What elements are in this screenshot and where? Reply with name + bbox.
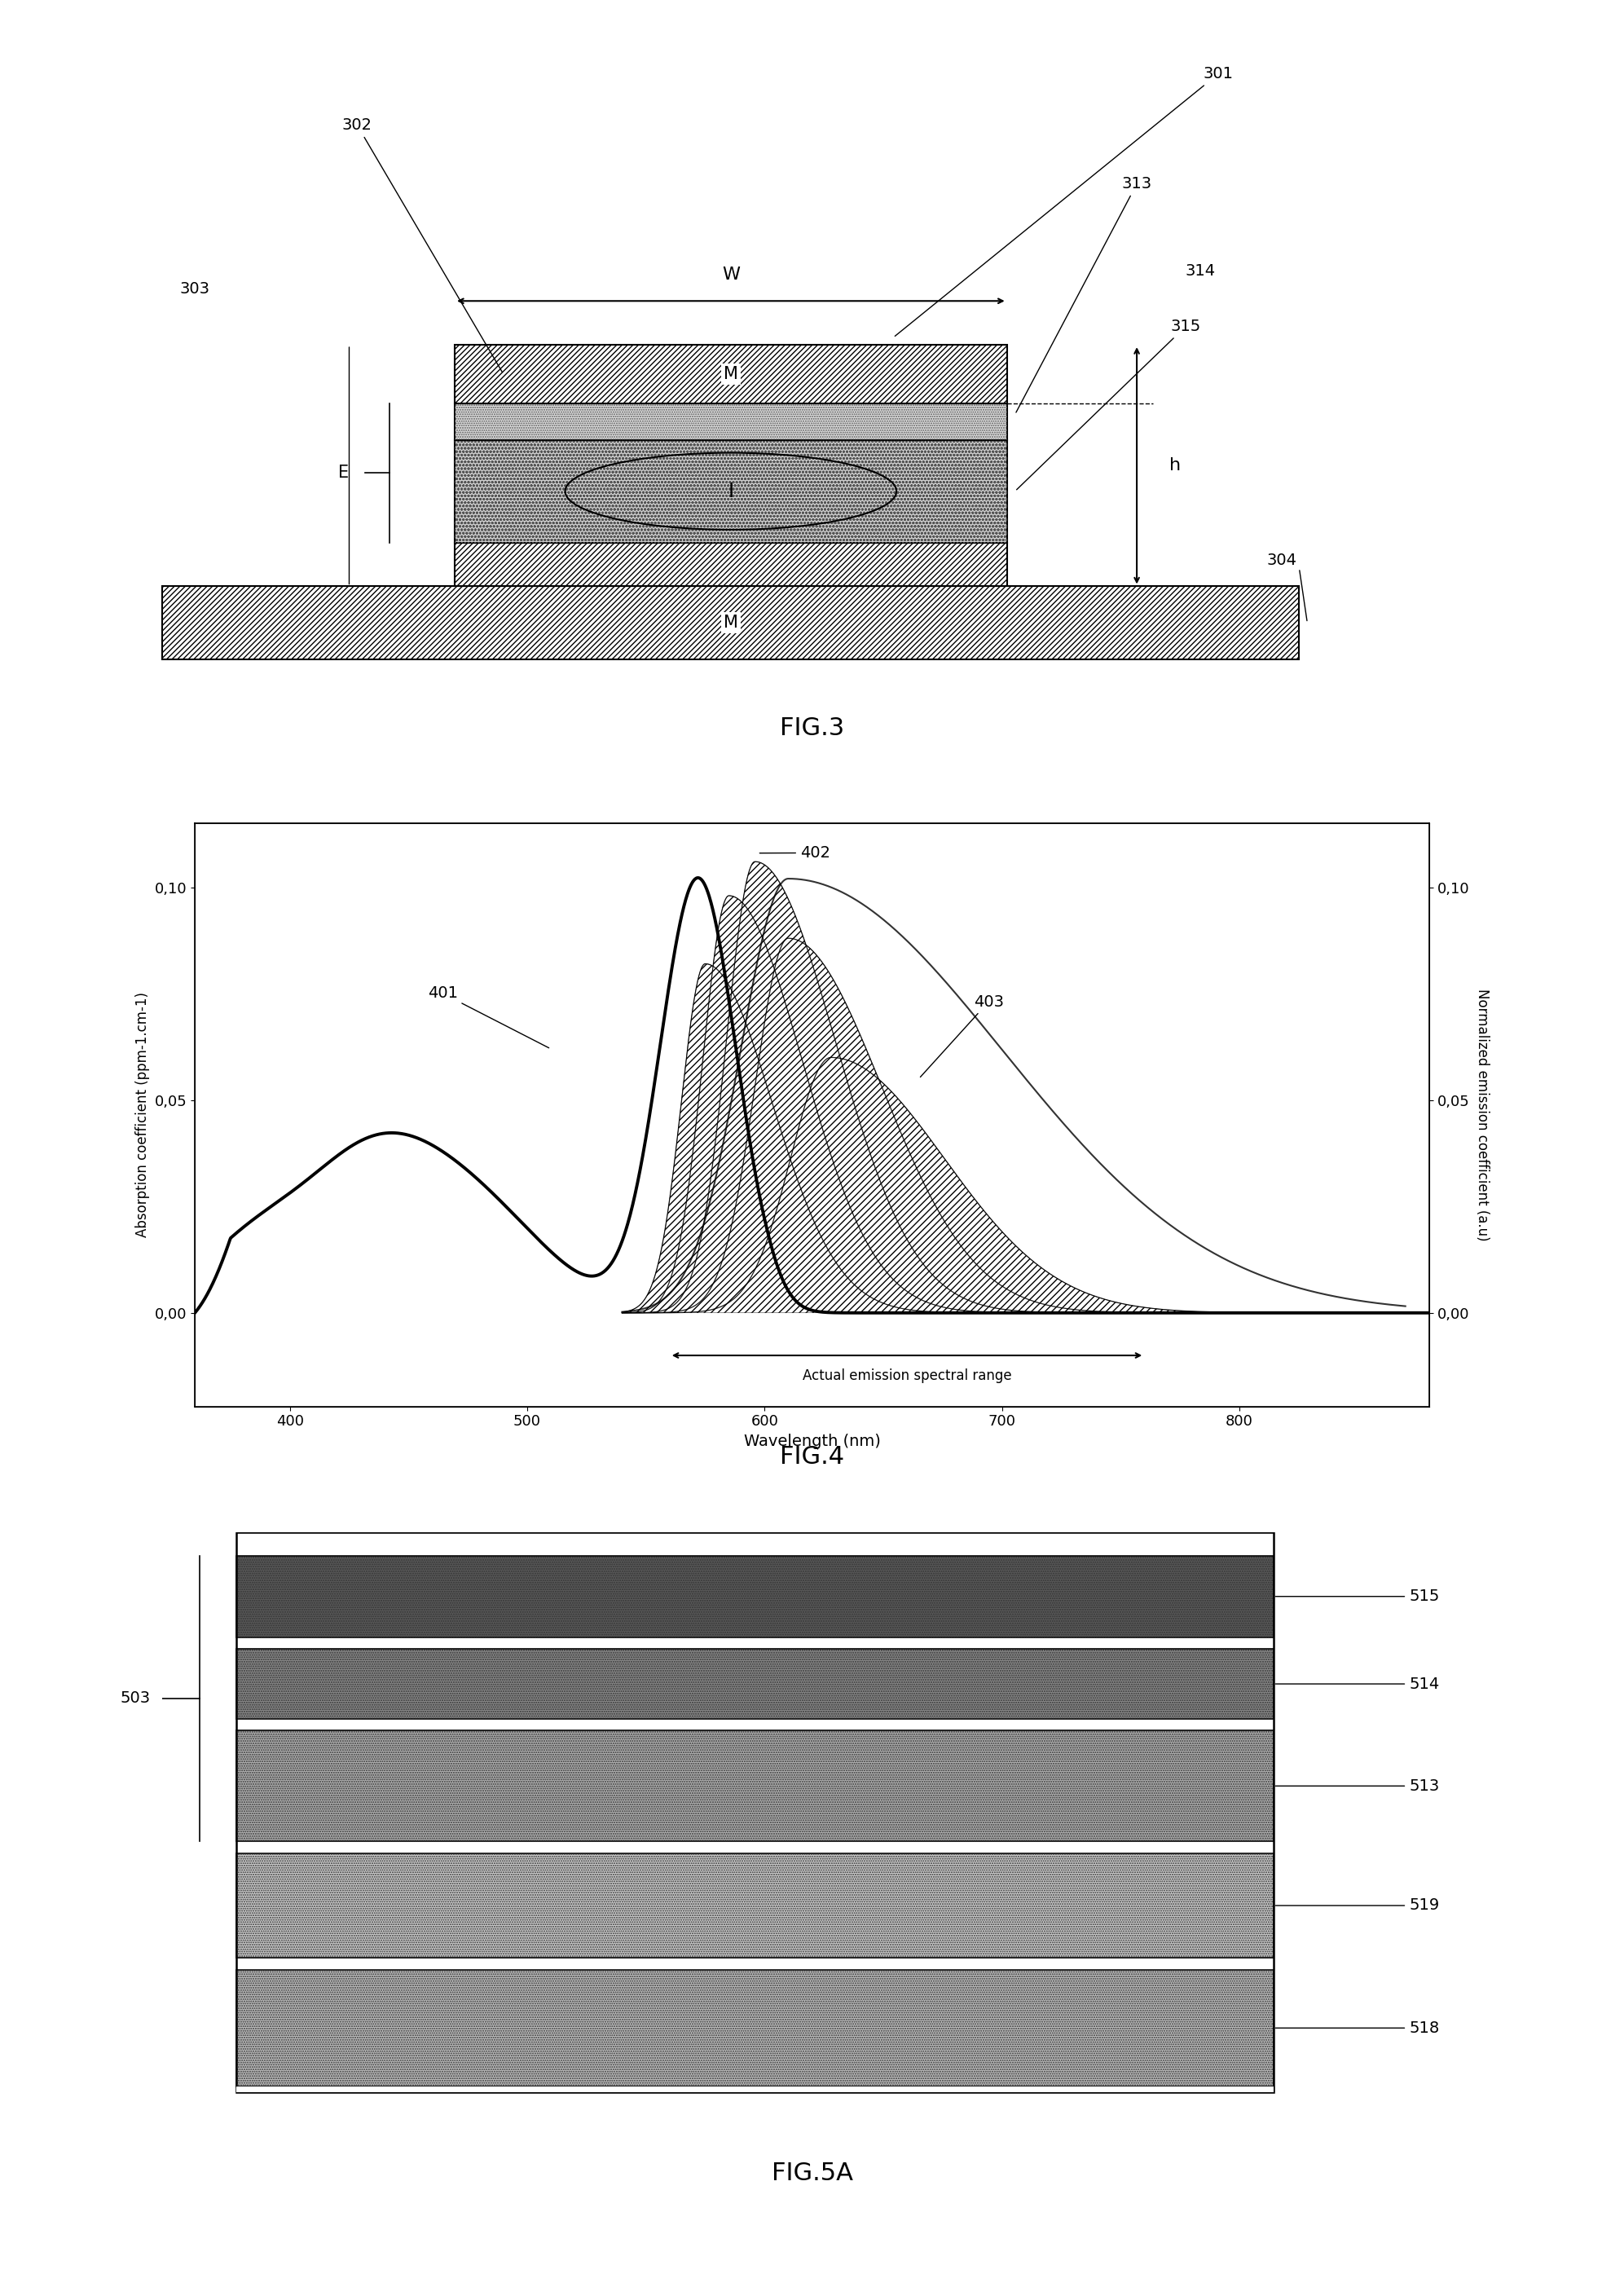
Text: 519: 519 [1275,1898,1439,1914]
Text: E: E [338,464,349,480]
Text: 515: 515 [1275,1589,1439,1603]
Text: FIG.4: FIG.4 [780,1445,844,1468]
Text: 402: 402 [760,846,830,860]
Text: 302: 302 [343,117,502,373]
Bar [237,1649,1273,1720]
Bar [162,585,1299,659]
Text: FIG.3: FIG.3 [780,716,844,741]
Text: W: W [721,265,741,284]
Bar [237,1731,1273,1841]
Text: 518: 518 [1275,2019,1439,2035]
Text: 304: 304 [1267,551,1298,567]
X-axis label: Wavelength (nm): Wavelength (nm) [744,1434,880,1450]
Text: Actual emission spectral range: Actual emission spectral range [802,1368,1012,1384]
Text: 513: 513 [1275,1779,1439,1793]
Text: 503: 503 [120,1690,149,1706]
Y-axis label: Absorption coefficient (ppm-1.cm-1): Absorption coefficient (ppm-1.cm-1) [135,993,149,1237]
Bar [237,1852,1273,1958]
Bar [237,1731,1273,1841]
Text: h: h [1169,457,1181,473]
Bar [455,439,1007,542]
Text: 403: 403 [921,995,1004,1077]
Text: 315: 315 [1017,318,1200,489]
Bar [237,2086,1273,2093]
Bar [455,542,1007,585]
Bar [455,345,1007,403]
Text: FIG.5A: FIG.5A [771,2161,853,2184]
Bar [237,1852,1273,1958]
Bar [455,403,1007,439]
Bar [237,1649,1273,1720]
Text: I: I [728,483,734,501]
Bar [455,345,1007,403]
Text: 313: 313 [1017,176,1151,412]
Text: 401: 401 [427,986,549,1047]
Text: 514: 514 [1275,1676,1439,1692]
Bar [237,1555,1273,1637]
Text: 314: 314 [1186,263,1216,279]
Bar [237,1555,1273,1637]
Y-axis label: Normalized emission coefficient (a.u): Normalized emission coefficient (a.u) [1475,988,1489,1242]
Bar [237,1969,1273,2086]
Bar [162,585,1299,659]
Bar [237,1969,1273,2086]
Bar [237,1532,1273,2093]
Text: M: M [724,366,737,382]
Bar [455,403,1007,439]
Bar [455,542,1007,585]
Text: 301: 301 [895,66,1233,336]
Text: M: M [724,615,737,631]
Bar [455,439,1007,542]
Text: 303: 303 [180,281,209,297]
